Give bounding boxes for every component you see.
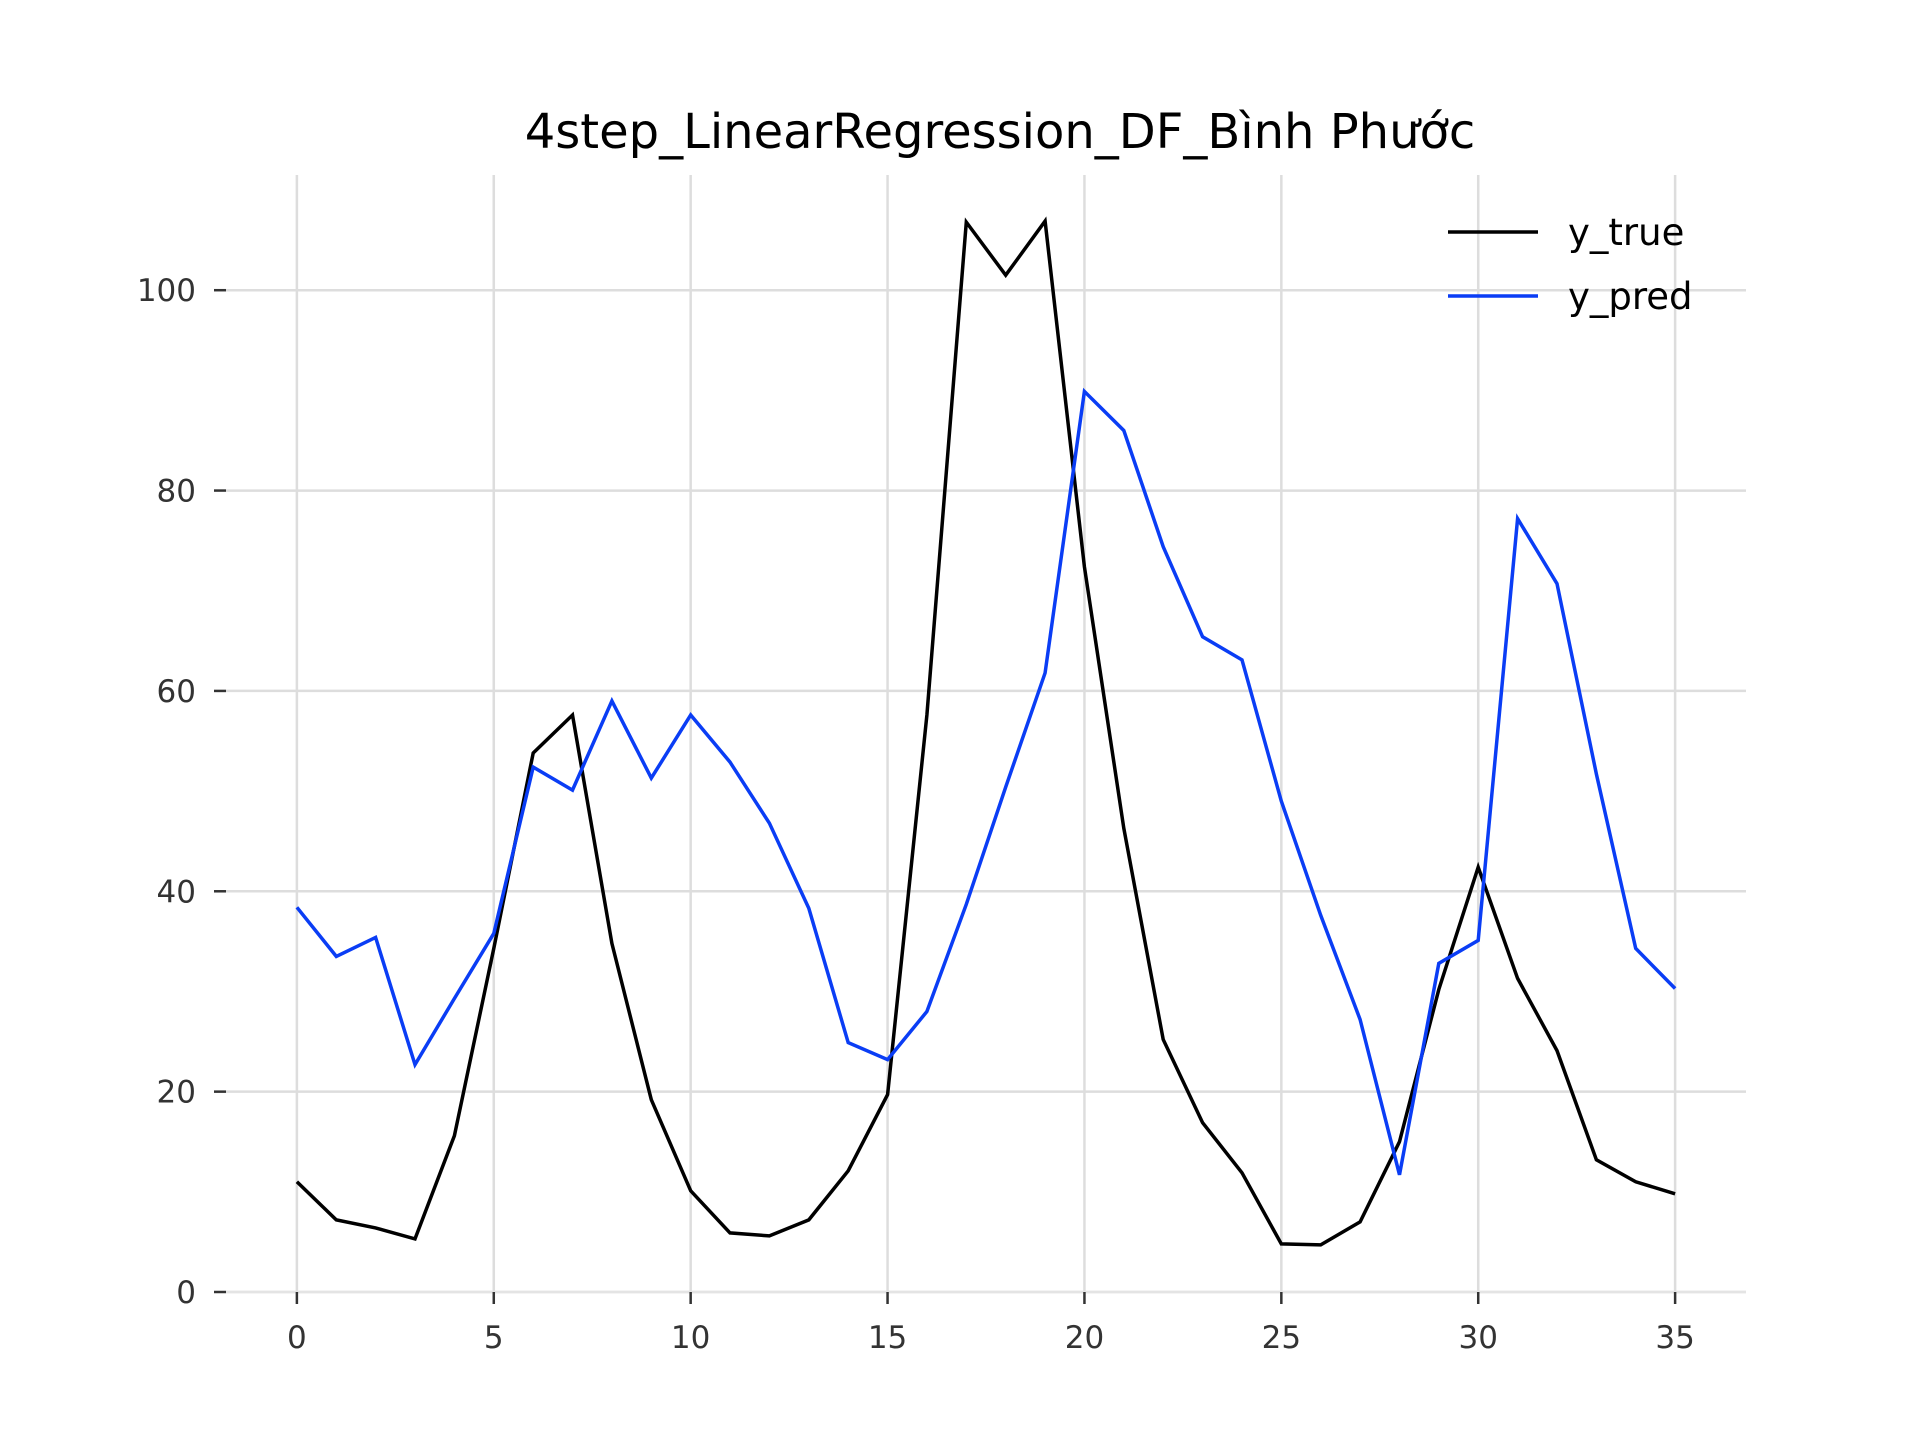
- axes: 0 20 40 60 80 100 0 5 10 15 20 25 30 35: [137, 273, 1746, 1356]
- series-group: [295, 216, 1677, 1247]
- x-tick-label: 20: [1065, 1320, 1104, 1356]
- x-tick-label: 30: [1459, 1320, 1498, 1356]
- grid: [226, 175, 1746, 1294]
- x-tick-label: 0: [287, 1320, 307, 1356]
- y-tick-label: 60: [157, 674, 196, 710]
- x-tick-label: 10: [671, 1320, 710, 1356]
- legend-label-y-pred: y_pred: [1568, 275, 1693, 318]
- legend: y_true y_pred: [1448, 211, 1693, 318]
- x-tick-label: 25: [1262, 1320, 1301, 1356]
- chart-title: 4step_LinearRegression_DF_Bình Phước: [525, 104, 1476, 160]
- series-line-y-pred: [295, 387, 1677, 1176]
- y-tick-label: 0: [176, 1275, 196, 1311]
- x-tick-label: 15: [868, 1320, 907, 1356]
- legend-label-y-true: y_true: [1568, 211, 1684, 254]
- x-tick-label: 35: [1655, 1320, 1694, 1356]
- x-tick-label: 5: [484, 1320, 504, 1356]
- y-tick-label: 80: [157, 474, 196, 510]
- series-line-y-true: [295, 216, 1676, 1247]
- y-tick-label: 100: [137, 273, 196, 309]
- y-tick-label: 40: [157, 874, 196, 910]
- y-tick-label: 20: [157, 1075, 196, 1111]
